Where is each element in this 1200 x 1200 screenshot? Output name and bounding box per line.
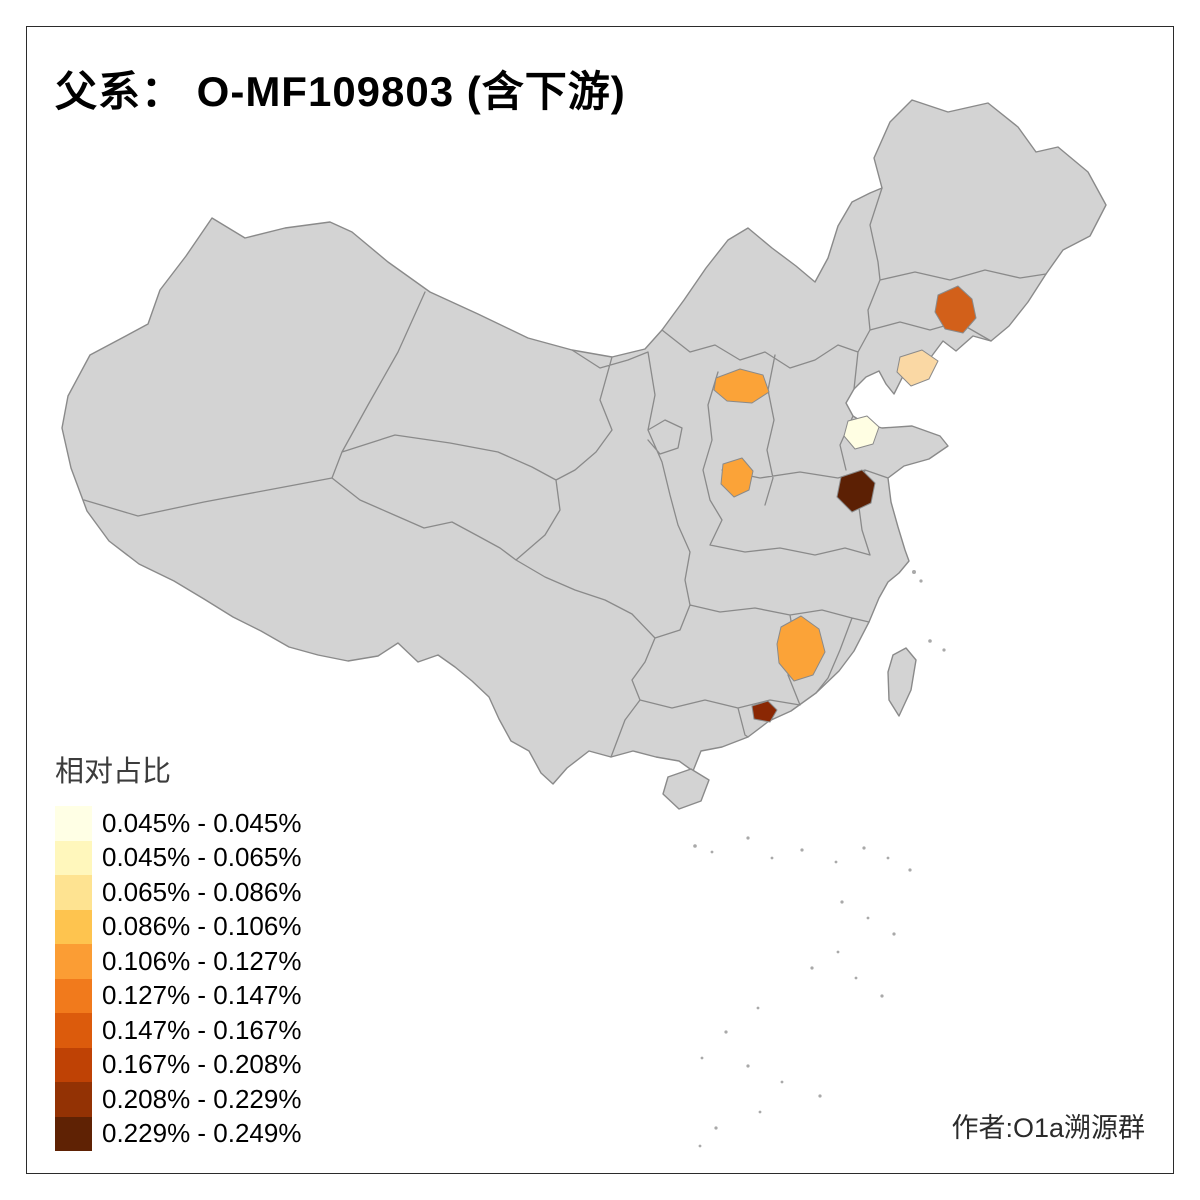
map-title: 父系： O-MF109803 (含下游) xyxy=(55,68,626,115)
hainan-island xyxy=(662,768,710,810)
legend-item: 0.106% - 0.127% xyxy=(55,944,301,979)
region-northwest-shandong xyxy=(843,415,880,450)
legend-swatch xyxy=(55,944,92,979)
legend-item: 0.127% - 0.147% xyxy=(55,978,302,1013)
legend-swatch xyxy=(55,806,92,841)
legend-swatch xyxy=(55,840,92,875)
china-mainland xyxy=(61,99,1107,785)
region-south-hunan xyxy=(776,615,826,682)
legend-swatch xyxy=(55,1116,92,1151)
plot-frame xyxy=(26,26,1174,1174)
legend-label: 0.106% - 0.127% xyxy=(102,945,302,976)
taiwan-island xyxy=(887,647,917,717)
legend-rows: 0.045% - 0.045% 0.045% - 0.065% 0.065% - 0… xyxy=(55,806,301,1151)
legend-swatch xyxy=(55,909,92,944)
legend-label: 0.045% - 0.045% xyxy=(102,807,302,838)
legend-item: 0.065% - 0.086% xyxy=(55,875,301,910)
legend-title: 相对占比 xyxy=(55,756,172,788)
legend-swatch xyxy=(55,1013,92,1048)
legend-swatch xyxy=(55,978,92,1013)
legend-swatch xyxy=(55,1047,92,1082)
legend-item: 0.229% - 0.249% xyxy=(55,1116,302,1151)
legend-label: 0.065% - 0.086% xyxy=(102,876,302,907)
south-china-sea-islets xyxy=(693,570,946,1148)
region-liaodong-peninsula xyxy=(896,349,939,387)
author-credit: 作者:O1a溯源群 xyxy=(951,1113,1145,1143)
legend-label: 0.127% - 0.147% xyxy=(102,980,302,1011)
region-north-jiangsu-anhui xyxy=(836,469,876,513)
legend-swatch xyxy=(55,875,92,910)
legend-item: 0.086% - 0.106% xyxy=(55,909,302,944)
region-liaoning-central xyxy=(934,285,977,334)
legend-swatch xyxy=(55,1082,92,1117)
legend-item: 0.167% - 0.208% xyxy=(55,1047,302,1082)
legend-label: 0.229% - 0.249% xyxy=(102,1118,302,1149)
province-borders xyxy=(83,187,1047,758)
legend-item: 0.045% - 0.045% xyxy=(55,806,301,841)
legend-item: 0.147% - 0.167% xyxy=(55,1013,301,1048)
region-south-shanxi xyxy=(720,457,754,498)
region-north-shanxi xyxy=(713,368,770,404)
legend-label: 0.208% - 0.229% xyxy=(102,1083,302,1114)
legend-label: 0.167% - 0.208% xyxy=(102,1049,302,1080)
legend: 相对占比 0.045% - 0.045% 0.045% - 0.065% 0.065… xyxy=(55,748,301,1151)
legend-label: 0.147% - 0.167% xyxy=(102,1014,302,1045)
legend-label: 0.045% - 0.065% xyxy=(102,842,302,873)
region-pearl-river-delta xyxy=(751,700,778,723)
legend-label: 0.086% - 0.106% xyxy=(102,911,302,942)
legend-item: 0.045% - 0.065% xyxy=(55,840,302,875)
legend-item: 0.208% - 0.229% xyxy=(55,1082,301,1117)
